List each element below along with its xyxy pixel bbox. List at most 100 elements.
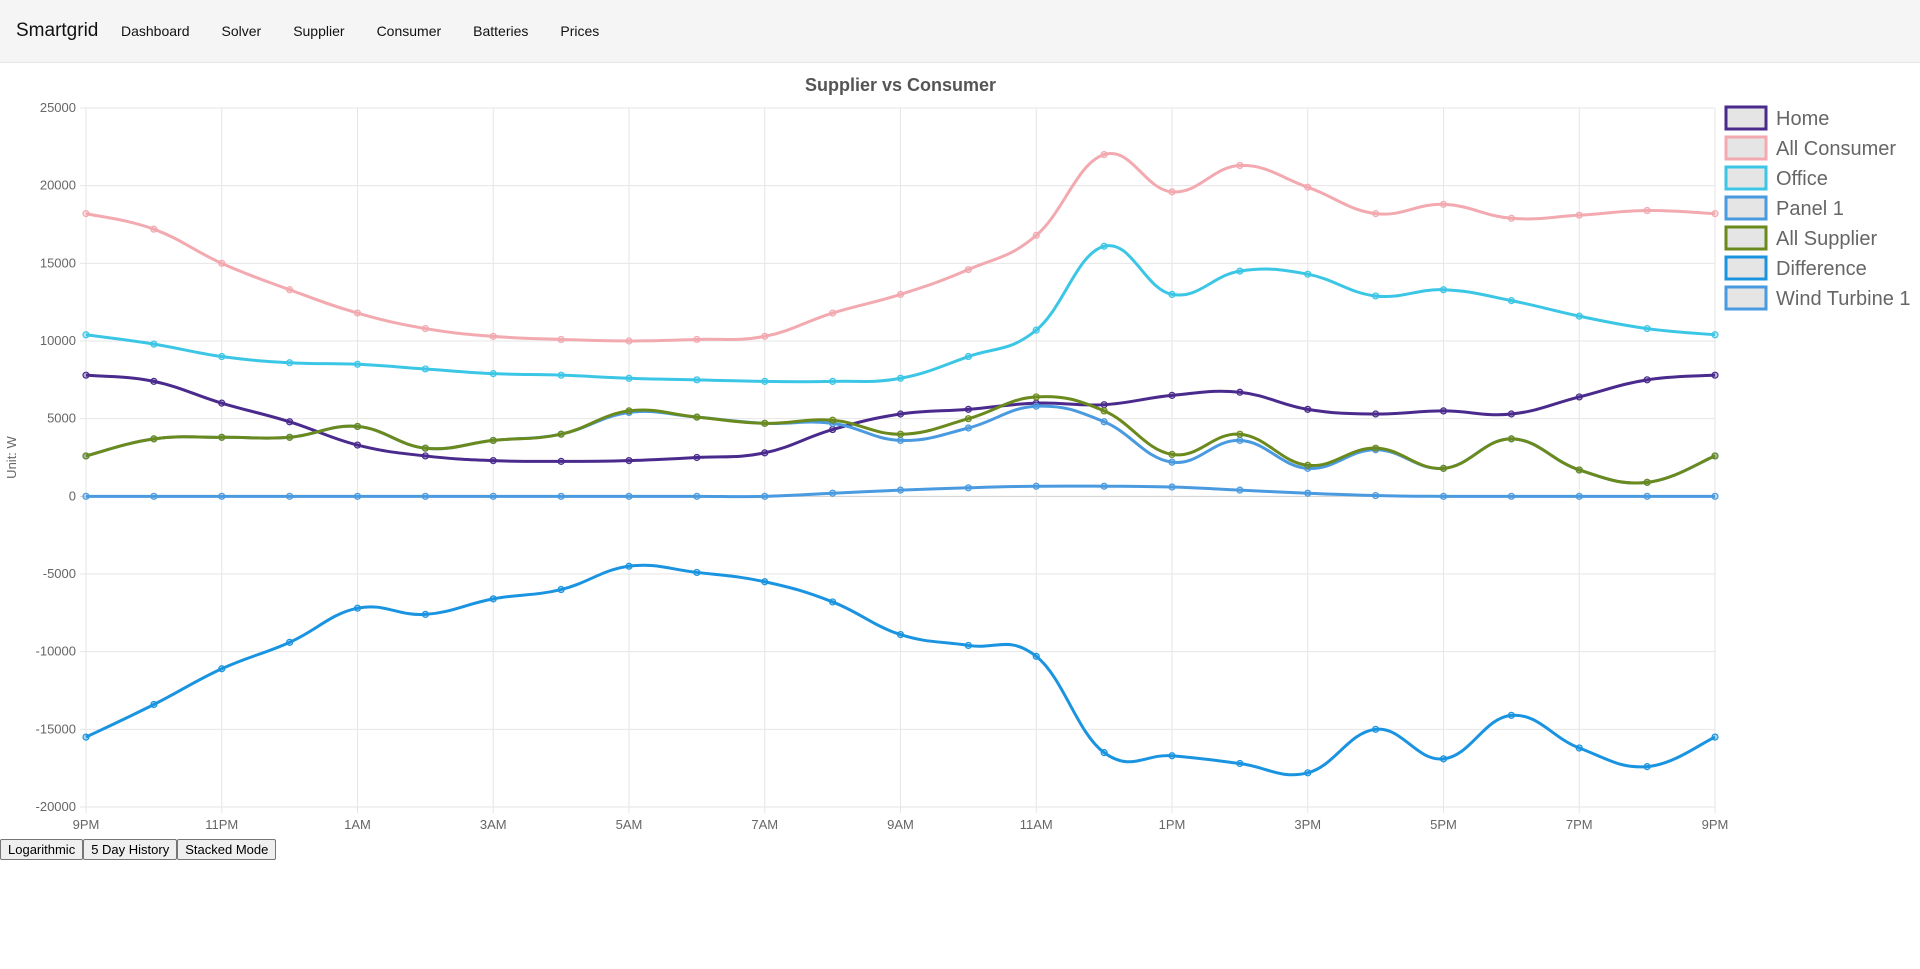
data-point-all-consumer[interactable] — [964, 265, 972, 274]
data-point-panel-1[interactable] — [1032, 402, 1040, 410]
data-point-all-consumer[interactable] — [421, 324, 429, 333]
data-point-home[interactable] — [625, 457, 633, 465]
data-point-office[interactable] — [964, 352, 972, 361]
data-point-wind-turbine-1[interactable] — [1439, 492, 1448, 500]
data-point-wind-turbine-1[interactable] — [896, 486, 905, 494]
data-point-office[interactable] — [693, 376, 701, 384]
data-point-home[interactable] — [1236, 388, 1244, 396]
data-point-home[interactable] — [1507, 410, 1515, 418]
data-point-difference[interactable] — [1439, 755, 1448, 763]
series-line-home[interactable] — [85, 373, 1716, 463]
data-point-wind-turbine-1[interactable] — [1304, 489, 1312, 497]
data-point-difference[interactable] — [557, 585, 565, 594]
data-point-difference[interactable] — [1507, 711, 1515, 719]
data-point-difference[interactable] — [625, 562, 633, 570]
data-point-office[interactable] — [1168, 290, 1176, 298]
data-point-home[interactable] — [829, 425, 837, 434]
data-point-all-supplier[interactable] — [286, 433, 294, 441]
data-point-all-supplier[interactable] — [489, 436, 497, 445]
data-point-office[interactable] — [353, 360, 362, 368]
data-point-home[interactable] — [421, 452, 429, 460]
five-day-history-button[interactable]: 5 Day History — [83, 839, 178, 860]
data-point-wind-turbine-1[interactable] — [82, 492, 90, 500]
data-point-panel-1[interactable] — [1100, 418, 1108, 426]
data-point-office[interactable] — [896, 374, 905, 382]
logarithmic-button[interactable]: Logarithmic — [0, 839, 84, 860]
data-point-wind-turbine-1[interactable] — [625, 492, 633, 500]
data-point-all-consumer[interactable] — [150, 225, 158, 233]
series-line-office[interactable] — [85, 244, 1716, 384]
data-point-home[interactable] — [489, 457, 497, 465]
data-point-office[interactable] — [1439, 286, 1448, 294]
data-point-difference[interactable] — [693, 568, 701, 577]
data-point-office[interactable] — [1032, 326, 1040, 334]
legend-item-all-consumer[interactable]: All Consumer — [1724, 135, 1896, 161]
data-point-difference[interactable] — [829, 598, 837, 606]
data-point-difference[interactable] — [218, 665, 226, 673]
data-point-all-consumer[interactable] — [829, 309, 837, 317]
data-point-office[interactable] — [82, 331, 90, 339]
data-point-all-consumer[interactable] — [1032, 231, 1040, 239]
data-point-all-consumer[interactable] — [1304, 183, 1312, 191]
data-point-home[interactable] — [1168, 391, 1176, 399]
data-point-all-consumer[interactable] — [1168, 188, 1176, 196]
data-point-difference[interactable] — [1372, 725, 1380, 733]
data-point-wind-turbine-1[interactable] — [353, 492, 362, 500]
data-point-all-supplier[interactable] — [693, 413, 701, 421]
legend-item-wind-turbine-1[interactable]: Wind Turbine 1 — [1724, 285, 1911, 311]
data-point-difference[interactable] — [896, 630, 905, 639]
data-point-all-consumer[interactable] — [1575, 211, 1583, 219]
data-point-difference[interactable] — [150, 700, 158, 709]
data-point-wind-turbine-1[interactable] — [1507, 492, 1515, 500]
data-point-all-consumer[interactable] — [1372, 210, 1380, 218]
data-point-all-supplier[interactable] — [82, 452, 90, 460]
data-point-home[interactable] — [1643, 376, 1651, 384]
data-point-office[interactable] — [1304, 270, 1312, 278]
data-point-office[interactable] — [489, 370, 497, 378]
legend-item-difference[interactable]: Difference — [1724, 255, 1867, 281]
data-point-panel-1[interactable] — [896, 436, 905, 445]
data-point-home[interactable] — [761, 449, 769, 457]
data-point-all-consumer[interactable] — [896, 290, 905, 298]
data-point-difference[interactable] — [489, 595, 497, 603]
data-point-office[interactable] — [421, 365, 429, 373]
data-point-difference[interactable] — [82, 733, 90, 741]
data-point-home[interactable] — [1575, 393, 1583, 401]
data-point-all-supplier[interactable] — [1372, 444, 1380, 452]
data-point-wind-turbine-1[interactable] — [150, 492, 158, 500]
data-point-wind-turbine-1[interactable] — [1643, 492, 1651, 500]
data-point-difference[interactable] — [1304, 769, 1312, 777]
data-point-wind-turbine-1[interactable] — [1168, 483, 1176, 491]
data-point-all-consumer[interactable] — [1100, 150, 1108, 159]
data-point-wind-turbine-1[interactable] — [1032, 482, 1040, 490]
data-point-all-supplier[interactable] — [1643, 478, 1651, 486]
data-point-all-supplier[interactable] — [1168, 450, 1176, 458]
data-point-all-consumer[interactable] — [218, 259, 226, 267]
data-point-wind-turbine-1[interactable] — [489, 492, 497, 500]
data-point-all-supplier[interactable] — [557, 430, 565, 438]
data-point-panel-1[interactable] — [1168, 458, 1176, 466]
series-line-difference[interactable] — [85, 563, 1716, 777]
data-point-wind-turbine-1[interactable] — [421, 492, 429, 500]
data-point-home[interactable] — [353, 441, 362, 449]
legend-item-all-supplier[interactable]: All Supplier — [1724, 225, 1878, 251]
data-point-difference[interactable] — [353, 604, 362, 612]
data-point-office[interactable] — [1372, 292, 1380, 300]
data-point-all-supplier[interactable] — [421, 444, 429, 452]
data-point-office[interactable] — [761, 377, 769, 385]
data-point-all-consumer[interactable] — [1236, 161, 1244, 170]
data-point-office[interactable] — [829, 377, 837, 385]
data-point-wind-turbine-1[interactable] — [1236, 486, 1244, 494]
data-point-difference[interactable] — [1168, 752, 1176, 760]
nav-link-supplier[interactable]: Supplier — [293, 23, 345, 39]
data-point-all-supplier[interactable] — [761, 419, 769, 427]
series-line-wind-turbine-1[interactable] — [86, 484, 1715, 499]
data-point-all-supplier[interactable] — [829, 416, 837, 424]
data-point-all-supplier[interactable] — [1575, 466, 1583, 474]
data-point-all-consumer[interactable] — [82, 210, 90, 218]
data-point-all-consumer[interactable] — [1711, 210, 1719, 218]
data-point-all-consumer[interactable] — [353, 309, 362, 317]
data-point-wind-turbine-1[interactable] — [286, 492, 294, 500]
data-point-office[interactable] — [1100, 242, 1108, 250]
data-point-all-supplier[interactable] — [150, 435, 158, 443]
